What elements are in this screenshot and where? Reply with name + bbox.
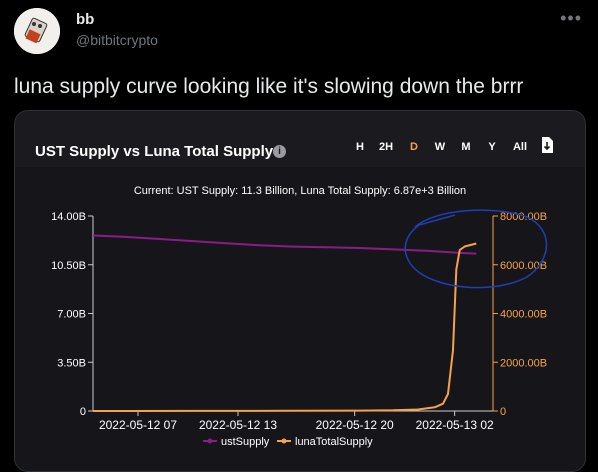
range-button-m[interactable]: M xyxy=(461,141,471,153)
series-line-lunaTotalSupply xyxy=(92,242,477,412)
chart-svg: Current: UST Supply: 11.3 Billion, Luna … xyxy=(51,185,548,448)
tweet-text: luna supply curve looking like it's slow… xyxy=(14,75,524,98)
range-button-2h[interactable]: 2H xyxy=(378,141,394,153)
y-left-tick-label: 10.50B xyxy=(51,260,86,272)
info-icon[interactable]: i xyxy=(273,145,286,158)
chart-header: UST Supply vs Luna Total Supply i H 2H D… xyxy=(15,111,585,168)
range-button-y[interactable]: Y xyxy=(488,141,496,153)
annotation-circle xyxy=(404,209,548,289)
y-right-tick-label: 4000.00B xyxy=(500,309,547,321)
download-icon[interactable] xyxy=(541,137,553,153)
x-tick-label: 2022-05-12 20 xyxy=(316,418,394,432)
range-button-d[interactable]: D xyxy=(410,141,418,153)
author-name[interactable]: bb xyxy=(76,11,95,28)
range-button-w[interactable]: W xyxy=(434,141,446,153)
x-tick-label: 2022-05-12 07 xyxy=(99,418,177,432)
avatar-image xyxy=(14,8,60,54)
y-right-tick-label: 8000.00B xyxy=(500,211,547,223)
legend-label-ustSupply[interactable]: ustSupply xyxy=(221,436,270,448)
series-line-ustSupply xyxy=(92,234,477,255)
plot-area: Current: UST Supply: 11.3 Billion, Luna … xyxy=(15,167,585,471)
range-selector: H 2H D W M Y All xyxy=(349,141,535,153)
y-left-tick-label: 7.00B xyxy=(57,309,86,321)
avatar[interactable] xyxy=(14,8,60,54)
range-button-all[interactable]: All xyxy=(512,141,528,153)
legend-marker-lunaTotalSupply xyxy=(281,438,287,444)
y-right-tick-label: 6000.00B xyxy=(500,260,547,272)
y-right-tick-label: 2000.00B xyxy=(500,357,547,369)
chart-title: UST Supply vs Luna Total Supply xyxy=(35,143,274,160)
range-button-h[interactable]: H xyxy=(356,141,364,153)
legend-label-lunaTotalSupply[interactable]: lunaTotalSupply xyxy=(295,436,373,448)
y-left-tick-label: 3.50B xyxy=(57,357,86,369)
y-left-tick-label: 0 xyxy=(80,406,86,418)
x-tick-label: 2022-05-13 02 xyxy=(416,418,494,432)
legend-marker-ustSupply xyxy=(207,438,213,444)
y-left-tick-label: 14.00B xyxy=(51,211,86,223)
author-handle[interactable]: @bitbitcrypto xyxy=(76,32,158,48)
more-options-icon[interactable]: ••• xyxy=(560,8,582,28)
x-tick-label: 2022-05-12 13 xyxy=(199,418,277,432)
chart-subtitle: Current: UST Supply: 11.3 Billion, Luna … xyxy=(134,185,466,197)
chart-card: UST Supply vs Luna Total Supply i H 2H D… xyxy=(14,110,586,472)
y-right-tick-label: 0 xyxy=(500,406,506,418)
